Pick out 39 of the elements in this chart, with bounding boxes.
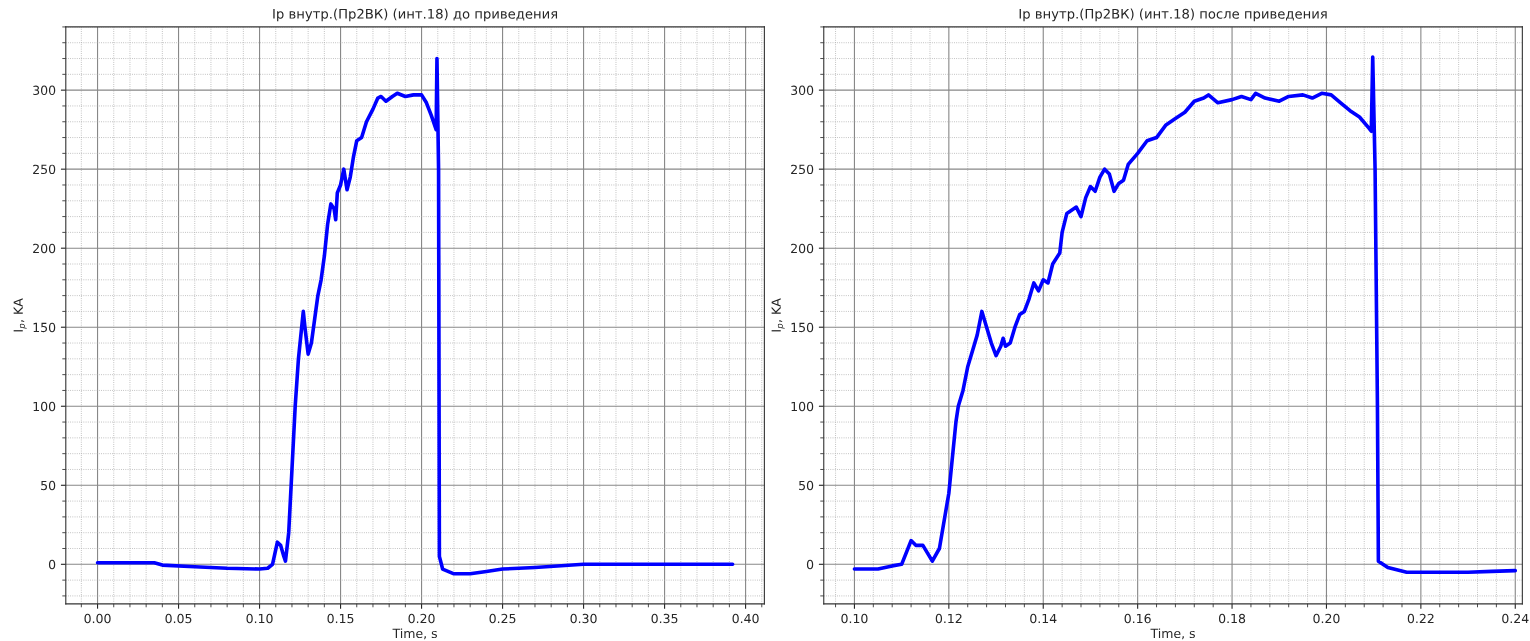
line-series xyxy=(95,56,735,576)
y-axis-title: I$_{p}$, KA xyxy=(771,298,785,332)
y-tick-label: 200 xyxy=(33,243,56,254)
x-axis-title: Time, s xyxy=(1150,628,1195,640)
y-tick-label: 100 xyxy=(33,401,56,412)
x-tick-label: 0.12 xyxy=(935,613,962,624)
x-tick-label: 0.30 xyxy=(570,613,597,624)
y-tick-label: 250 xyxy=(33,164,56,175)
x-tick-label: 0.22 xyxy=(1407,613,1434,624)
y-tick-label: 250 xyxy=(791,164,814,175)
x-tick-label: 0.10 xyxy=(841,613,868,624)
x-tick-label: 0.24 xyxy=(1502,613,1529,624)
x-tick-label: 0.15 xyxy=(327,613,354,624)
chart-title: Ip внутр.(Пр2ВК) (инт.18) после приведения xyxy=(1019,8,1327,22)
x-tick-label: 0.25 xyxy=(489,613,516,624)
x-tick-label: 0.40 xyxy=(732,613,759,624)
x-axis-title: Time, s xyxy=(392,628,437,640)
y-tick-label: 100 xyxy=(791,401,814,412)
y-tick-label: 300 xyxy=(791,85,814,96)
y-tick-label: 150 xyxy=(791,322,814,333)
x-tick-label: 0.05 xyxy=(165,613,192,624)
x-tick-label: 0.20 xyxy=(408,613,435,624)
y-tick-label: 200 xyxy=(791,243,814,254)
y-axis-title: I$_{p}$, KA xyxy=(13,298,27,332)
y-tick-label: 50 xyxy=(799,480,814,491)
chart-title: Ip внутр.(Пр2ВК) (инт.18) до приведения xyxy=(273,8,558,22)
x-tick-label: 0.10 xyxy=(246,613,273,624)
y-tick-label: 0 xyxy=(48,559,56,570)
x-tick-label: 0.16 xyxy=(1124,613,1151,624)
x-tick-label: 0.14 xyxy=(1030,613,1057,624)
y-tick-label: 300 xyxy=(33,85,56,96)
y-tick-label: 0 xyxy=(806,559,814,570)
line-series xyxy=(852,55,1518,575)
x-tick-label: 0.00 xyxy=(84,613,111,624)
x-tick-label: 0.35 xyxy=(651,613,678,624)
x-tick-label: 0.18 xyxy=(1218,613,1246,624)
x-tick-label: 0.20 xyxy=(1313,613,1340,624)
y-tick-label: 150 xyxy=(33,322,56,333)
y-tick-label: 50 xyxy=(41,480,56,491)
